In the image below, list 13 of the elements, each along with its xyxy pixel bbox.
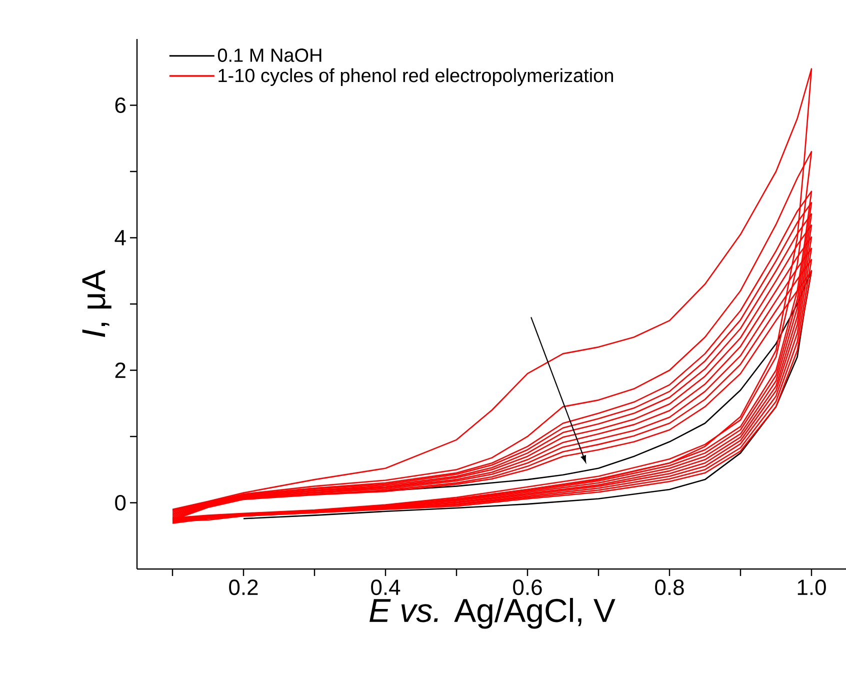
y-axis-title: I, μA: [82, 270, 112, 337]
x-tick-label: 0.8: [655, 580, 684, 596]
x-tick-label: 0.2: [229, 580, 258, 596]
y-tick-label: 0: [115, 494, 126, 511]
x-axis-title: E vs. Ag/AgCl, V: [370, 598, 616, 629]
y-tick-label: 4: [114, 230, 126, 246]
x-tick-label: 0.4: [371, 580, 400, 596]
y-tick-label: 6: [115, 97, 126, 114]
legend-label: 1-10 cycles of phenol red electropolymerization: [218, 68, 613, 86]
y-tick-label: 2: [115, 362, 126, 378]
x-tick-label: 1.0: [798, 580, 826, 596]
x-tick-label: 0.6: [513, 580, 542, 596]
legend-label: 0.1 M NaOH: [218, 48, 322, 62]
